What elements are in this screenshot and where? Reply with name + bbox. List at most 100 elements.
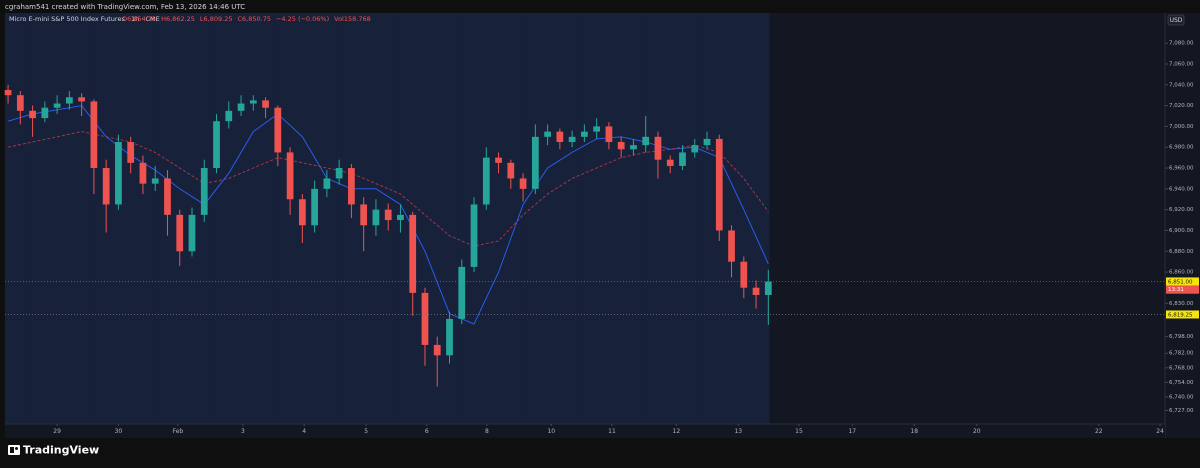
candle-body	[53, 103, 61, 108]
candle-body	[66, 97, 73, 104]
session-band	[336, 13, 402, 424]
price-box-label: 6,851.00	[1168, 279, 1193, 285]
price-box	[1166, 277, 1199, 286]
candle-body	[593, 126, 601, 132]
candle-body	[348, 168, 355, 205]
ohlc-value: C6,850.75	[237, 15, 270, 23]
candle-body	[605, 126, 613, 143]
candle-body	[90, 101, 98, 169]
y-tick-label: 6,768.00	[1169, 365, 1194, 371]
candle-body	[372, 209, 380, 226]
x-tick-label: 11	[608, 428, 616, 435]
candle-body	[519, 178, 527, 189]
candle-body	[458, 266, 466, 319]
candle-body	[397, 214, 404, 221]
candle-body	[102, 168, 110, 205]
price-box	[1166, 310, 1199, 319]
currency[interactable]: USD	[1170, 17, 1183, 24]
y-tick-label: 6,960.00	[1169, 166, 1194, 172]
y-tick-label: 6,727.00	[1169, 408, 1194, 414]
x-tick-label: 10	[547, 428, 555, 435]
candle-body	[764, 281, 772, 295]
candle-body	[752, 287, 760, 295]
session-band	[520, 13, 586, 424]
candle-body	[691, 145, 699, 153]
y-tick-label: 7,080.00	[1169, 41, 1194, 47]
candle-body	[274, 107, 282, 153]
moving-average	[7, 105, 769, 325]
candle-body	[286, 152, 294, 200]
countdown-label: 13:31	[1168, 287, 1184, 293]
candles	[4, 84, 772, 387]
candle-body	[225, 110, 233, 122]
ohlc-value: Vol158.768	[334, 15, 371, 23]
candle-body	[127, 142, 135, 163]
candle-body	[298, 199, 306, 226]
candle-body	[556, 131, 564, 143]
candle-body	[544, 131, 551, 137]
brand-logo-part	[15, 447, 18, 450]
y-tick-label: 7,020.00	[1169, 103, 1194, 109]
candle-body	[151, 178, 159, 184]
x-tick-label: 29	[53, 428, 61, 435]
x-tick-label: 4	[302, 428, 306, 435]
candle-body	[679, 152, 686, 166]
x-tick-label: 30	[115, 428, 123, 435]
candle-body	[642, 136, 650, 146]
session-band	[90, 13, 157, 424]
candle-body	[384, 209, 392, 221]
x-tick-label: 18	[910, 428, 918, 435]
y-tick-label: 6,782.00	[1169, 351, 1194, 357]
x-tick-label: 5	[364, 428, 368, 435]
brand-name[interactable]: TradingView	[23, 444, 99, 457]
y-tick-label: 7,000.00	[1169, 124, 1194, 130]
x-tick-label: 6	[425, 428, 429, 435]
candle-body	[740, 261, 748, 288]
candle-body	[568, 136, 576, 143]
candle-body	[421, 292, 429, 345]
y-tick-label: 6,754.00	[1169, 380, 1194, 386]
session-band	[213, 13, 280, 424]
candle-body	[16, 95, 24, 111]
time-axis	[5, 424, 1165, 438]
candle-body	[531, 136, 539, 189]
y-tick-label: 6,860.00	[1169, 270, 1194, 276]
y-tick-label: 6,830.00	[1169, 301, 1194, 307]
session-band	[703, 13, 770, 424]
ohlc-value: −4.25 (−0.06%)	[276, 15, 329, 23]
price-axis	[1165, 13, 1200, 438]
y-tick-label: 6,920.00	[1169, 207, 1194, 213]
y-tick-label: 7,060.00	[1169, 61, 1194, 67]
candle-body	[311, 188, 318, 226]
x-tick-label: 12	[673, 428, 681, 435]
candle-body	[470, 204, 478, 267]
brand-logo-part	[10, 447, 14, 453]
x-tick-label: 3	[241, 428, 245, 435]
session-band	[642, 13, 709, 424]
brand: TradingView	[8, 444, 99, 457]
x-tick-label: 17	[848, 428, 856, 435]
currency-box[interactable]	[1167, 14, 1185, 26]
candle-body	[78, 97, 86, 102]
x-tick-label: 24	[1156, 428, 1164, 435]
candle-body	[176, 214, 184, 252]
y-tick-label: 6,798.00	[1169, 334, 1194, 340]
top-bar-text: cgraham541 created with TradingView.com,…	[5, 3, 245, 11]
candle-body	[446, 318, 453, 356]
x-tick-label: 13	[734, 428, 742, 435]
session-band	[152, 13, 218, 424]
y-tick-label: 6,900.00	[1169, 228, 1194, 234]
candle-body	[409, 214, 417, 293]
session-band	[274, 13, 341, 424]
candle-body	[630, 145, 637, 150]
candle-body	[249, 100, 257, 104]
y-tick-label: 6,880.00	[1169, 249, 1194, 255]
ohlc-value: O6,854.75	[122, 15, 156, 23]
candle-body	[41, 107, 49, 119]
y-tick-label: 6,980.00	[1169, 145, 1194, 151]
candle-body	[115, 142, 122, 205]
x-tick-label: 20	[973, 428, 981, 435]
candle-body	[262, 100, 269, 108]
candle-body	[213, 121, 220, 169]
